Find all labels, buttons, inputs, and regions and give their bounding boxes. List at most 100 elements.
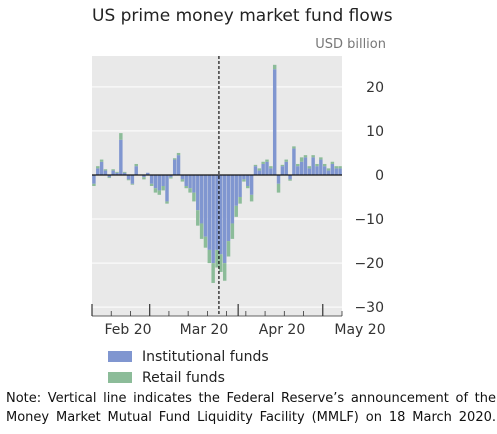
- bar-institutional: [176, 155, 181, 175]
- y-tick-label: 10: [366, 124, 384, 140]
- bar-institutional: [330, 163, 335, 175]
- bar-retail: [184, 186, 188, 189]
- bar-retail: [276, 183, 281, 193]
- bar-institutional: [253, 166, 258, 175]
- bar-retail: [207, 249, 212, 264]
- bar-retail: [265, 159, 269, 162]
- bar-institutional: [211, 174, 215, 264]
- bar-institutional: [307, 168, 312, 175]
- bar-retail: [242, 179, 246, 182]
- bar-retail: [272, 64, 277, 70]
- y-tick-label: 0: [375, 168, 384, 184]
- bar-retail: [299, 157, 304, 162]
- bar-institutional: [272, 69, 277, 175]
- chart-title: US prime money market fund flows: [92, 6, 393, 26]
- bar-institutional: [292, 148, 296, 175]
- bar-institutional: [119, 139, 123, 175]
- bar-institutional: [165, 174, 169, 202]
- bar-institutional: [161, 174, 165, 186]
- bar-retail: [149, 183, 154, 186]
- bar-retail: [303, 155, 308, 158]
- bar-institutional: [226, 174, 231, 242]
- bar-retail: [338, 166, 342, 169]
- bar-institutional: [188, 174, 192, 189]
- bar-retail: [134, 163, 138, 167]
- bar-retail: [192, 192, 196, 202]
- bar-institutional: [299, 161, 304, 175]
- y-tick-label: 20: [366, 80, 384, 96]
- bar-institutional: [265, 161, 269, 175]
- bar-institutional: [319, 159, 323, 175]
- bar-retail: [142, 177, 146, 180]
- bar-retail: [111, 169, 115, 171]
- bar-retail: [96, 166, 100, 169]
- bar-retail: [222, 263, 227, 281]
- bar-retail: [226, 241, 231, 257]
- bar-retail: [211, 263, 215, 283]
- bar-institutional: [196, 174, 200, 211]
- bar-retail: [326, 168, 331, 171]
- bar-retail: [157, 190, 162, 195]
- bar-retail: [330, 161, 335, 164]
- bar-institutional: [284, 161, 288, 175]
- bar-institutional: [249, 174, 254, 195]
- bar-institutional: [207, 174, 212, 250]
- bar-retail: [292, 146, 296, 149]
- bar-institutional: [334, 168, 338, 175]
- bar-institutional: [153, 174, 158, 189]
- y-tick-label: −20: [354, 256, 384, 272]
- bar-institutional: [92, 174, 96, 184]
- bar-retail: [319, 157, 323, 160]
- bar-retail: [284, 159, 288, 162]
- x-tick-label: Mar 20: [180, 322, 229, 338]
- bar-institutional: [172, 159, 177, 175]
- bar-institutional: [169, 174, 173, 178]
- bar-institutional: [126, 174, 131, 180]
- bar-retail: [130, 183, 135, 185]
- bar-institutional: [107, 174, 112, 178]
- bar-retail: [249, 194, 254, 202]
- bar-retail: [253, 164, 258, 167]
- bar-institutional: [338, 168, 342, 175]
- y-tick-label: −10: [354, 212, 384, 228]
- bar-institutional: [246, 174, 250, 186]
- unit-label: USD billion: [315, 37, 386, 52]
- chart-note: Note: Vertical line indicates the Federa…: [6, 391, 496, 425]
- bar-retail: [99, 159, 104, 162]
- bar-institutional: [130, 174, 135, 184]
- bar-institutional: [180, 174, 185, 180]
- bar-retail: [188, 188, 192, 193]
- bar-retail: [257, 168, 262, 171]
- bar-institutional: [269, 168, 273, 175]
- bar-institutional: [157, 174, 162, 191]
- bar-retail: [246, 186, 250, 189]
- bar-institutional: [261, 163, 265, 175]
- bar-institutional: [238, 174, 242, 198]
- x-tick-label: Apr 20: [259, 322, 305, 338]
- bar-retail: [122, 171, 127, 173]
- bar-institutional: [122, 172, 127, 175]
- bar-institutional: [311, 157, 315, 175]
- bar-retail: [315, 163, 319, 167]
- bar-institutional: [230, 174, 235, 224]
- bar-retail: [219, 254, 223, 272]
- bar-retail: [176, 152, 181, 156]
- bar-retail: [269, 166, 273, 169]
- bar-retail: [172, 158, 177, 160]
- bar-retail: [153, 188, 158, 193]
- bar-institutional: [222, 174, 227, 264]
- bar-institutional: [242, 174, 246, 180]
- bar-retail: [92, 183, 96, 186]
- y-tick-label: −30: [354, 300, 384, 316]
- bar-retail: [103, 169, 108, 171]
- bar-retail: [334, 166, 338, 169]
- bar-institutional: [142, 174, 146, 178]
- bar-institutional: [326, 170, 331, 175]
- bar-institutional: [192, 174, 196, 193]
- bar-retail: [261, 161, 265, 164]
- bar-retail: [196, 210, 200, 226]
- bar-retail: [307, 166, 312, 169]
- bar-institutional: [149, 174, 154, 184]
- bar-institutional: [303, 157, 308, 175]
- bar-retail: [180, 179, 185, 182]
